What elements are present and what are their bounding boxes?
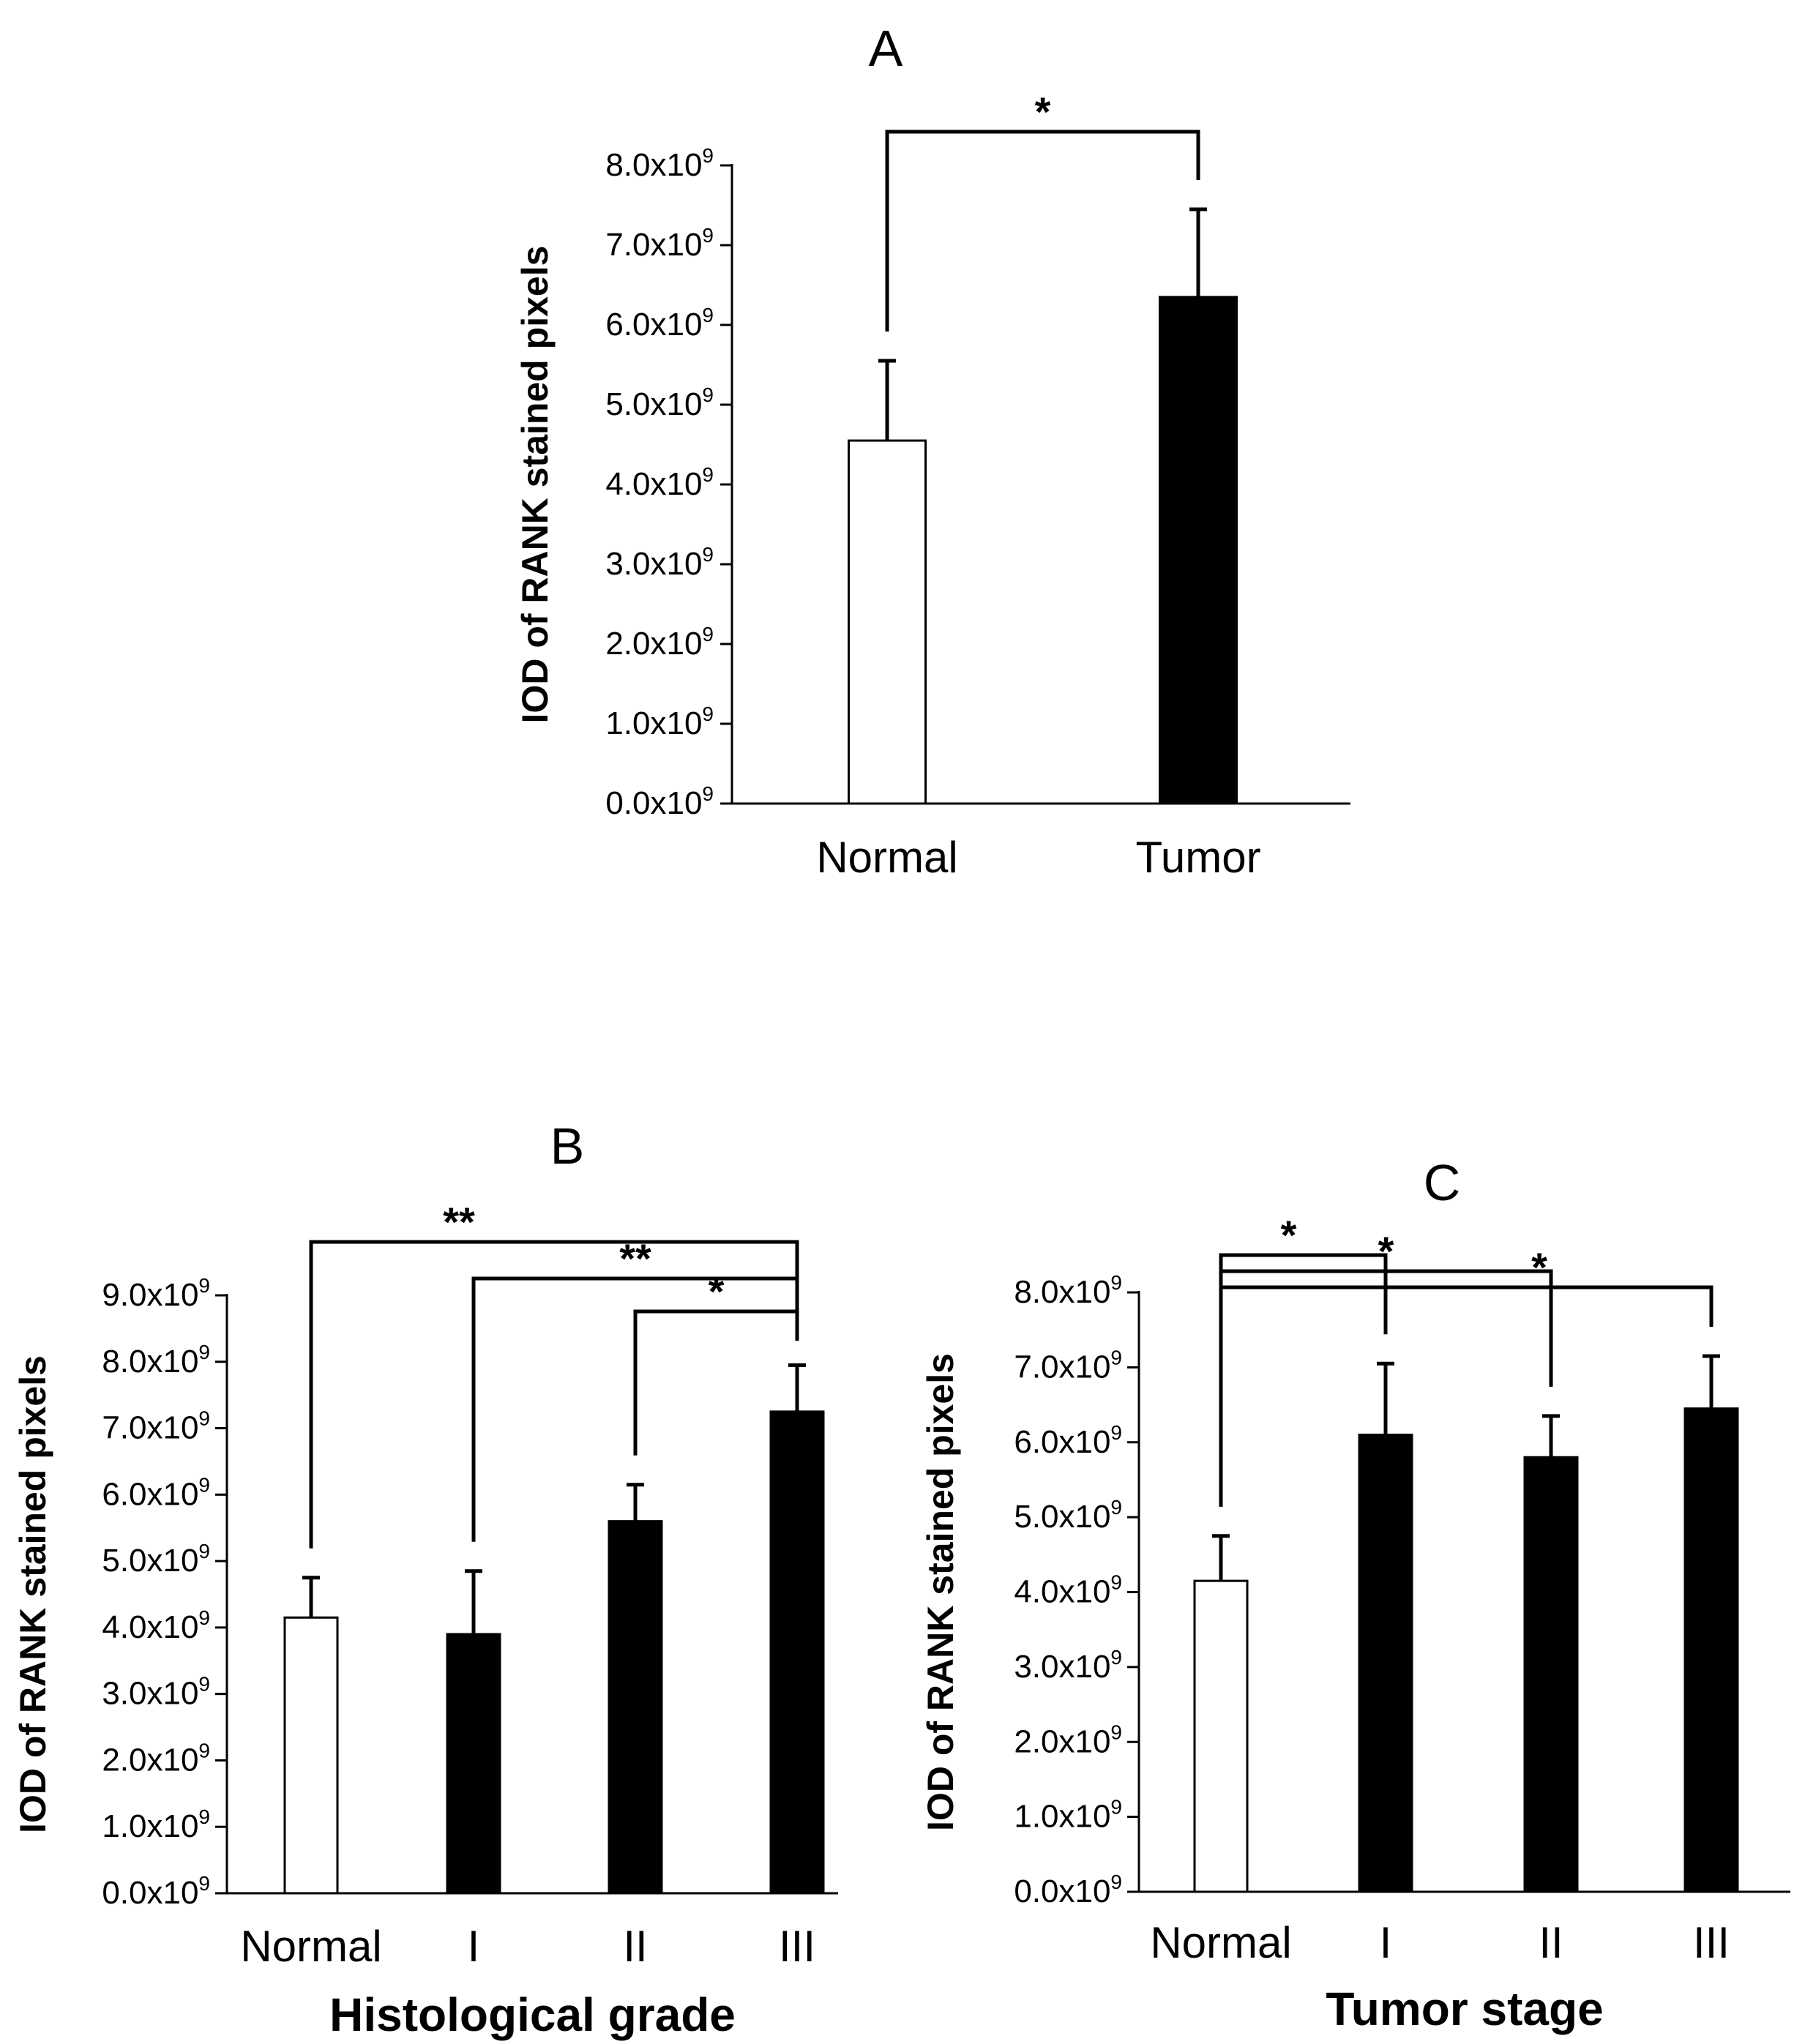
chart-title: A bbox=[869, 20, 903, 77]
y-tick-label: 4.0x109 bbox=[605, 463, 714, 502]
significance-label: * bbox=[1531, 1244, 1547, 1290]
bar-ii bbox=[608, 1520, 663, 1895]
y-tick-label: 9.0x109 bbox=[102, 1274, 210, 1313]
y-tick-label: 0.0x109 bbox=[1014, 1871, 1122, 1909]
y-tick-label: 6.0x109 bbox=[1014, 1421, 1122, 1460]
category-label: III bbox=[1693, 1918, 1730, 1967]
y-tick-label: 2.0x109 bbox=[102, 1739, 210, 1778]
significance-bracket bbox=[1219, 1285, 1714, 1507]
significance-bracket bbox=[633, 1309, 799, 1456]
y-tick-label: 5.0x109 bbox=[102, 1540, 210, 1579]
y-tick-label: 7.0x109 bbox=[102, 1407, 210, 1446]
y-tick-label: 5.0x109 bbox=[1014, 1496, 1122, 1535]
bar-i bbox=[1358, 1434, 1413, 1893]
chart-panel-a: A IOD of RANK stained pixels 0.0x109 1.0x10… bbox=[515, 20, 1350, 882]
bar-normal bbox=[848, 439, 927, 805]
y-tick-label: 5.0x109 bbox=[605, 383, 714, 422]
y-axis-label: IOD of RANK stained pixels bbox=[515, 246, 556, 724]
y-tick-label: 0.0x109 bbox=[605, 782, 714, 821]
category-label: Tumor bbox=[1135, 833, 1260, 882]
significance-label: * bbox=[709, 1268, 725, 1314]
category-label: I bbox=[1380, 1918, 1392, 1967]
y-tick-label: 1.0x109 bbox=[605, 703, 714, 741]
y-tick-label: 3.0x109 bbox=[605, 543, 714, 582]
x-axis-title: Histological grade bbox=[329, 1988, 736, 2041]
significance-bracket bbox=[885, 130, 1200, 332]
x-axis-title: Tumor stage bbox=[1326, 1983, 1603, 2035]
y-tick-label: 2.0x109 bbox=[1014, 1721, 1122, 1759]
significance-label: * bbox=[1281, 1212, 1297, 1258]
y-tick-label: 3.0x109 bbox=[1014, 1646, 1122, 1685]
bar-normal bbox=[283, 1616, 339, 1895]
bar-iii bbox=[769, 1410, 825, 1895]
y-tick-label: 6.0x109 bbox=[605, 304, 714, 342]
y-tick-label: 1.0x109 bbox=[1014, 1796, 1122, 1835]
bar-normal bbox=[1193, 1579, 1249, 1893]
category-label: Normal bbox=[816, 833, 957, 882]
y-tick-label: 8.0x109 bbox=[605, 144, 714, 183]
significance-label: ** bbox=[443, 1199, 475, 1245]
significance-bracket bbox=[471, 1276, 799, 1542]
bar-i bbox=[446, 1633, 501, 1895]
significance-label: * bbox=[1035, 89, 1051, 135]
y-tick-label: 7.0x109 bbox=[1014, 1346, 1122, 1385]
y-tick-label: 4.0x109 bbox=[1014, 1571, 1122, 1610]
category-label: I bbox=[468, 1922, 480, 1971]
y-tick-label: 6.0x109 bbox=[102, 1473, 210, 1512]
chart-panel-b: B IOD of RANK stained pixels 0.0x109 1.0x10… bbox=[12, 1118, 838, 2041]
y-tick-label: 8.0x109 bbox=[102, 1341, 210, 1379]
y-tick-label: 7.0x109 bbox=[605, 224, 714, 263]
y-tick-label: 8.0x109 bbox=[1014, 1271, 1122, 1310]
significance-label: * bbox=[1378, 1228, 1394, 1274]
y-axis-label: IOD of RANK stained pixels bbox=[12, 1355, 53, 1833]
category-label: III bbox=[779, 1922, 815, 1971]
y-tick-label: 3.0x109 bbox=[102, 1673, 210, 1712]
category-label: II bbox=[623, 1922, 647, 1971]
y-tick-label: 0.0x109 bbox=[102, 1872, 210, 1911]
bar-iii bbox=[1683, 1407, 1739, 1893]
category-label: II bbox=[1539, 1918, 1563, 1967]
category-label: Normal bbox=[1150, 1918, 1291, 1967]
y-axis-label: IOD of RANK stained pixels bbox=[920, 1353, 961, 1831]
bar-tumor bbox=[1159, 296, 1238, 805]
significance-label: ** bbox=[619, 1235, 651, 1281]
bar-ii bbox=[1523, 1456, 1579, 1893]
y-tick-label: 2.0x109 bbox=[605, 623, 714, 662]
chart-title: B bbox=[550, 1118, 585, 1175]
chart-panel-c: C IOD of RANK stained pixels 0.0x109 1.0x10… bbox=[920, 1154, 1790, 2035]
y-tick-label: 4.0x109 bbox=[102, 1606, 210, 1645]
chart-title: C bbox=[1424, 1154, 1461, 1211]
y-tick-label: 1.0x109 bbox=[102, 1805, 210, 1844]
category-label: Normal bbox=[240, 1922, 381, 1971]
